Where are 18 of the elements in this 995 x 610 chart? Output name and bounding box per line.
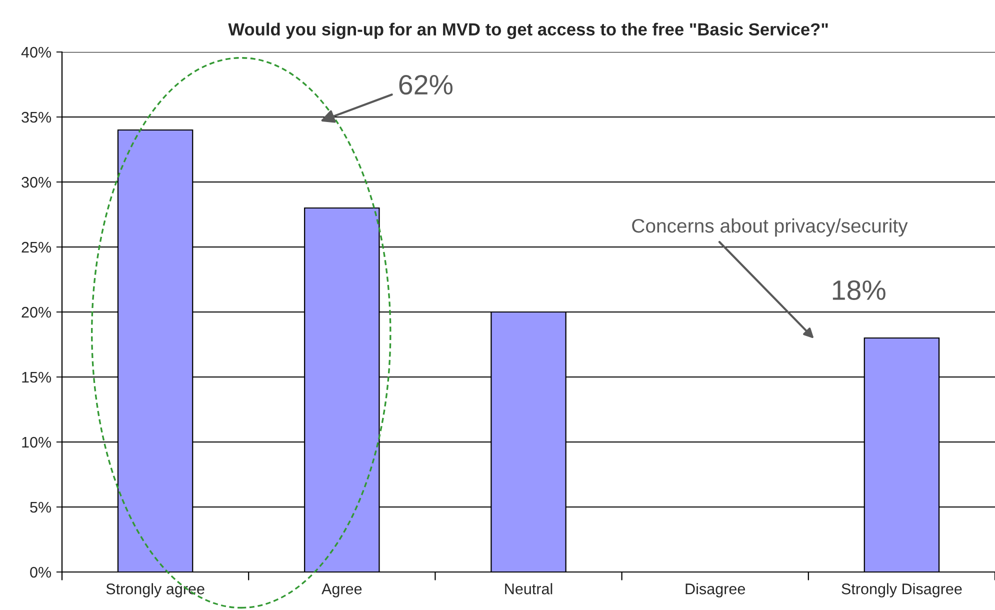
chart-title: Would you sign-up for an MVD to get access to the free "Basic Service?" [228, 22, 828, 40]
y-tick-label: 35% [22, 112, 52, 123]
annotation: 18% [832, 280, 886, 300]
annotation: 62% [399, 74, 452, 95]
annotation: Concerns about privacy/security [632, 218, 908, 237]
y-tick-label: 0% [30, 566, 52, 578]
x-tick-label: Disagree [686, 583, 746, 598]
y-tick-label: 10% [22, 436, 52, 448]
y-tick-label: 5% [30, 502, 52, 513]
y-tick-label: 15% [22, 372, 52, 383]
x-tick-label: Strongly Disagree [842, 583, 962, 598]
y-tick-label: 25% [22, 242, 52, 253]
y-tick-label: 40% [21, 46, 52, 58]
y-tick-label: 30% [22, 176, 52, 188]
x-tick-label: Strongly agree [106, 583, 204, 598]
x-tick-label: Agree [322, 584, 362, 598]
y-tick-label: 20% [22, 306, 52, 318]
x-tick-label: Neutral [505, 583, 552, 594]
